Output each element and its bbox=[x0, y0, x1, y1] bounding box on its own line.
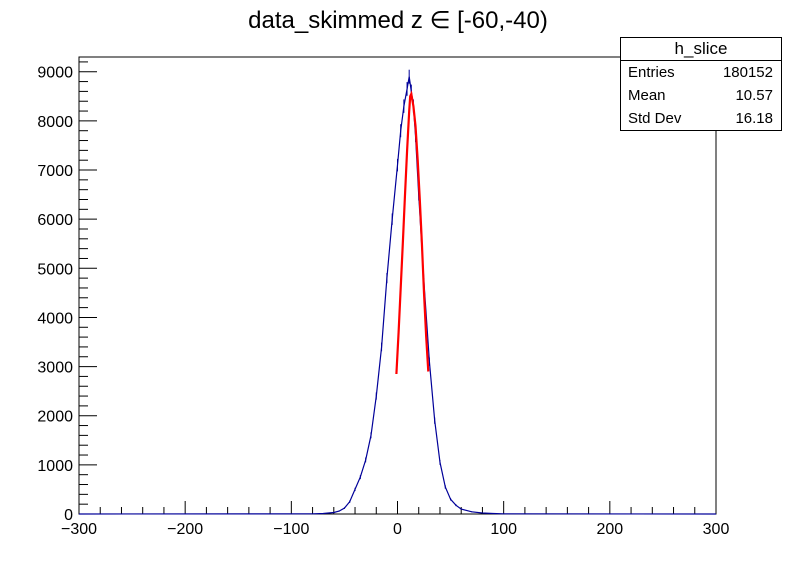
stats-row-stddev: Std Dev 16.18 bbox=[621, 107, 781, 130]
y-tick-label: 5000 bbox=[37, 261, 73, 278]
x-tick-label: −200 bbox=[167, 521, 203, 538]
y-tick-label: 9000 bbox=[37, 65, 73, 82]
y-tick-label: 0 bbox=[64, 507, 73, 524]
y-tick-label: 3000 bbox=[37, 360, 73, 377]
x-tick-label: −300 bbox=[61, 521, 97, 538]
fit-curve bbox=[395, 90, 430, 375]
stats-row-mean: Mean 10.57 bbox=[621, 84, 781, 107]
y-tick-label: 1000 bbox=[37, 458, 73, 475]
x-tick-label: 300 bbox=[703, 521, 730, 538]
y-tick-label: 2000 bbox=[37, 409, 73, 426]
y-tick-label: 6000 bbox=[37, 212, 73, 229]
stats-row-entries: Entries 180152 bbox=[621, 61, 781, 84]
stats-label: Entries bbox=[628, 64, 675, 81]
plot-frame bbox=[78, 56, 717, 515]
stats-label: Mean bbox=[628, 87, 666, 104]
y-tick-label: 4000 bbox=[37, 310, 73, 327]
stats-value: 10.57 bbox=[735, 87, 773, 104]
x-tick-label: 0 bbox=[393, 521, 402, 538]
x-tick-label: 100 bbox=[490, 521, 517, 538]
stats-label: Std Dev bbox=[628, 110, 682, 127]
x-tick-label: −100 bbox=[273, 521, 309, 538]
y-tick-label: 8000 bbox=[37, 114, 73, 131]
stats-box: h_slice Entries 180152 Mean 10.57 Std De… bbox=[620, 37, 782, 131]
stats-box-name: h_slice bbox=[621, 38, 781, 61]
y-tick-label: 7000 bbox=[37, 163, 73, 180]
stats-value: 180152 bbox=[722, 64, 773, 81]
stats-value: 16.18 bbox=[735, 110, 773, 127]
x-tick-label: 200 bbox=[596, 521, 623, 538]
chart-title: data_skimmed z ∈ [-60,-40) bbox=[248, 7, 548, 34]
